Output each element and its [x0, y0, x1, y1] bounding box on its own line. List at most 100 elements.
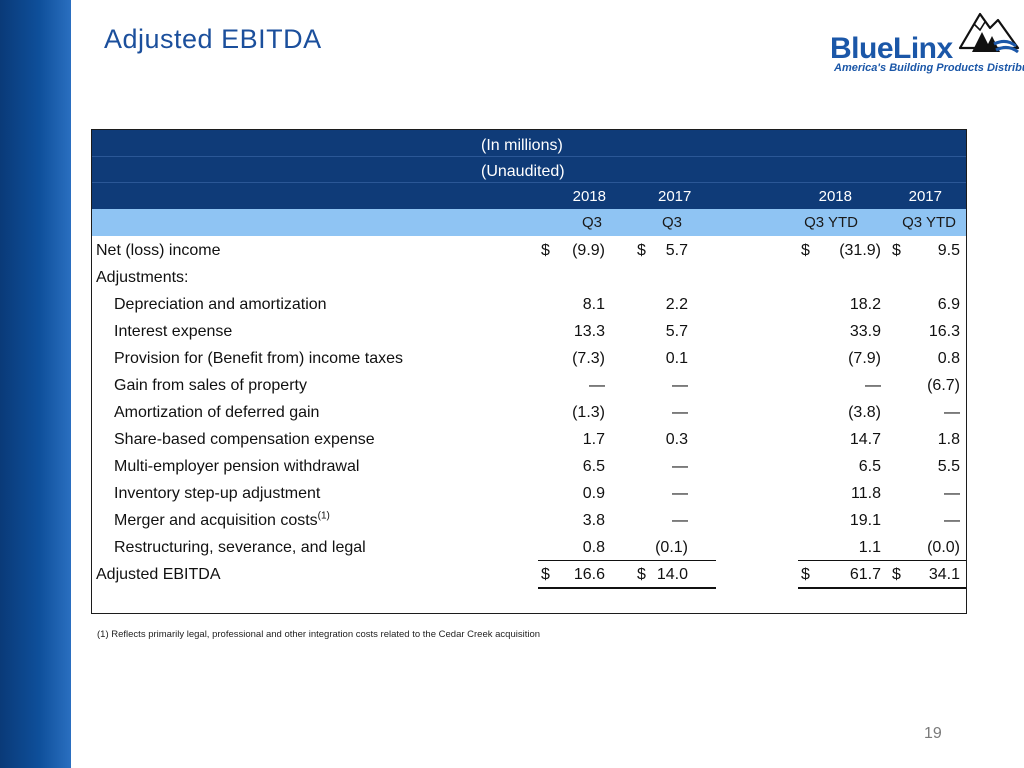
currency-sign: $	[801, 566, 810, 583]
value-cell: (6.7)	[927, 377, 960, 394]
value-cell: 14.0	[656, 566, 688, 583]
currency-sign: $	[637, 566, 646, 583]
table-row: Restructuring, severance, and legal 0.8 (0…	[92, 534, 966, 561]
table-row: Share-based compensation expense 1.7 0.3 14…	[92, 426, 966, 453]
value-cell: 16.3	[928, 323, 960, 340]
value-cell: —	[944, 512, 960, 529]
period-col-2: Q3	[662, 214, 683, 231]
table-row: Depreciation and amortization 8.1 2.2 18.2 6…	[92, 291, 966, 318]
header-in-millions: (In millions)	[481, 137, 563, 154]
table-row: Net (loss) income $ $ $ $ (9.9) 5.7 (31.9) 9.5	[92, 237, 966, 264]
row-label: Adjustments:	[96, 269, 189, 286]
value-cell: 14.7	[849, 431, 881, 448]
logo-tagline: America's Building Products Distributor	[834, 62, 1024, 74]
value-cell: —	[944, 485, 960, 502]
value-cell: 18.2	[849, 296, 881, 313]
total-rule-ytd	[798, 560, 966, 561]
logo-wordmark: BlueLinx	[830, 32, 953, 65]
value-cell: 34.1	[928, 566, 960, 583]
period-header-band: Q3 Q3 Q3 YTD Q3 YTD	[92, 209, 966, 236]
value-cell: 6.5	[582, 458, 605, 475]
value-cell: 6.9	[937, 296, 960, 313]
value-cell: —	[672, 512, 688, 529]
value-cell: (9.9)	[572, 242, 605, 259]
value-cell: —	[672, 485, 688, 502]
row-label: Restructuring, severance, and legal	[114, 539, 366, 556]
currency-sign: $	[541, 242, 550, 259]
table-row: Provision for (Benefit from) income taxe…	[92, 345, 966, 372]
table-row: Merger and acquisition costs(1) 3.8 — 19.1 —	[92, 507, 966, 534]
row-label: Interest expense	[114, 323, 233, 340]
value-cell: 0.8	[937, 350, 960, 367]
value-cell: —	[672, 404, 688, 421]
currency-sign: $	[541, 566, 550, 583]
year-col-3: 2018	[818, 188, 852, 205]
year-col-1: 2018	[572, 188, 606, 205]
value-cell: (0.1)	[655, 539, 688, 556]
value-cell: 13.3	[573, 323, 605, 340]
table-row: Adjusted EBITDA $ $ $ $16.6 14.0 61.7 34.1	[92, 561, 966, 588]
value-cell: 0.3	[665, 431, 688, 448]
value-cell: 0.1	[665, 350, 688, 367]
year-col-4: 2017	[908, 188, 942, 205]
value-cell: —	[672, 458, 688, 475]
header-unaudited: (Unaudited)	[481, 163, 565, 180]
header-divider	[92, 182, 966, 183]
value-cell: 1.8	[937, 431, 960, 448]
currency-sign: $	[801, 242, 810, 259]
value-cell: 61.7	[849, 566, 881, 583]
value-cell: (31.9)	[839, 242, 881, 259]
left-sidebar-bar	[0, 0, 71, 768]
value-cell: 19.1	[849, 512, 881, 529]
row-label: Depreciation and amortization	[114, 296, 327, 313]
row-label: Adjusted EBITDA	[96, 566, 221, 583]
total-double-rule-ytd	[798, 587, 966, 589]
value-cell: —	[865, 377, 881, 394]
period-col-4: Q3 YTD	[902, 214, 956, 231]
value-cell: 1.1	[858, 539, 881, 556]
value-cell: —	[944, 404, 960, 421]
row-label: Share-based compensation expense	[114, 431, 375, 448]
table-row: Gain from sales of property — — — (6.7)	[92, 372, 966, 399]
value-cell: 1.7	[582, 431, 605, 448]
value-cell: —	[589, 377, 605, 394]
table-row: Adjustments:	[92, 264, 966, 291]
row-label: Multi-employer pension withdrawal	[114, 458, 360, 475]
row-label: Inventory step-up adjustment	[114, 485, 321, 502]
value-cell: (1.3)	[572, 404, 605, 421]
value-cell: 5.7	[665, 242, 688, 259]
table-header-band: (In millions) (Unaudited) 2018 2017 2018…	[92, 130, 966, 209]
value-cell: 11.8	[851, 485, 881, 502]
table-row: Amortization of deferred gain (1.3) — (3.8)…	[92, 399, 966, 426]
value-cell: (3.8)	[848, 404, 881, 421]
value-cell: 8.1	[582, 296, 605, 313]
currency-sign: $	[637, 242, 646, 259]
year-col-2: 2017	[658, 188, 692, 205]
row-label: Provision for (Benefit from) income taxe…	[114, 350, 403, 367]
value-cell: 5.5	[937, 458, 960, 475]
value-cell: 16.6	[573, 566, 605, 583]
value-cell: —	[672, 377, 688, 394]
slide-title: Adjusted EBITDA	[104, 24, 322, 54]
value-cell: (7.3)	[572, 350, 605, 367]
row-label: Amortization of deferred gain	[114, 404, 320, 421]
ebitda-table: (In millions) (Unaudited) 2018 2017 2018…	[91, 129, 967, 614]
footnote: (1) Reflects primarily legal, profession…	[97, 629, 541, 640]
value-cell: 9.5	[937, 242, 960, 259]
table-row: Interest expense 13.3 5.7 33.9 16.3	[92, 318, 966, 345]
period-col-3: Q3 YTD	[804, 214, 858, 231]
value-cell: 2.2	[665, 296, 688, 313]
footnote-marker: (1)	[317, 510, 330, 522]
total-double-rule-q3	[538, 587, 716, 589]
period-col-1: Q3	[581, 214, 602, 231]
total-rule-q3	[538, 560, 716, 561]
value-cell: 3.8	[582, 512, 605, 529]
currency-sign: $	[892, 566, 901, 583]
currency-sign: $	[892, 242, 901, 259]
page-number: 19	[924, 725, 942, 742]
value-cell: (7.9)	[848, 350, 881, 367]
bluelinx-logo: BlueLinx America's Building Products Dis…	[830, 8, 1024, 78]
value-cell: 6.5	[858, 458, 881, 475]
row-label: Merger and acquisition costs(1)	[114, 510, 330, 529]
row-label: Gain from sales of property	[114, 377, 307, 394]
